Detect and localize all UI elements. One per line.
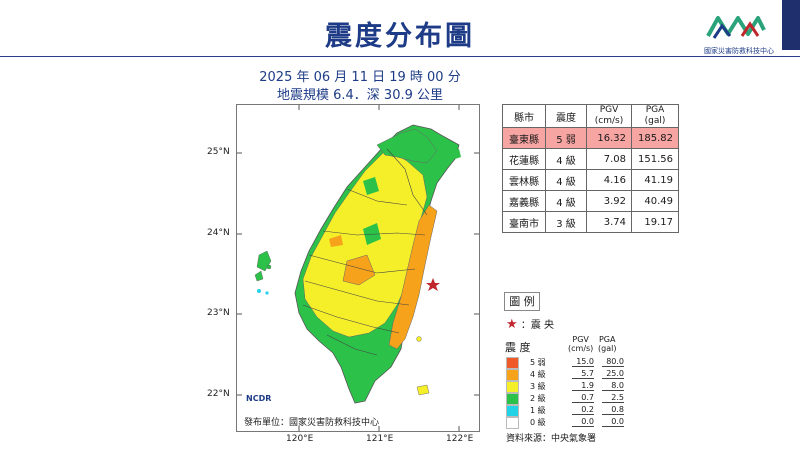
legend-epicenter: ★ ：震 央 [506, 316, 554, 332]
table-row: 花蓮縣 4 級 7.08 151.56 [502, 148, 679, 170]
table-cell-pga: 40.49 [631, 190, 679, 212]
legend-epicenter-label: ：震 央 [520, 320, 555, 331]
table-cell-pga: 41.19 [631, 169, 679, 191]
table-cell-intensity: 5 弱 [545, 127, 587, 149]
legend-pga: 0.8 [602, 405, 624, 415]
table-cell-intensity: 4 級 [545, 169, 587, 191]
legend-level: 3 級 [530, 382, 546, 391]
table-cell-pgv: 4.16 [586, 169, 632, 191]
legend-col-pga: PGA (gal) [598, 335, 617, 353]
legend-pga: 25.0 [602, 369, 624, 379]
intensity-map: 25°N 24°N 23°N 22°N 120°E 121°E 122°E [207, 104, 480, 444]
event-datetime: 2025 年 06 月 11 日 19 時 00 分 [259, 70, 461, 85]
table-cell-county: 花蓮縣 [502, 148, 546, 170]
table-cell-county: 雲林縣 [502, 169, 546, 191]
header-divider [0, 56, 800, 57]
epicenter-star-icon [426, 278, 440, 291]
legend-col-intensity: 震 度 [505, 341, 531, 354]
legend-pga: 80.0 [602, 357, 624, 367]
table-cell-pga: 151.56 [631, 148, 679, 170]
legend-swatch [506, 369, 519, 381]
table-cell-intensity: 3 級 [545, 211, 587, 233]
col-county: 縣市 [502, 104, 546, 128]
event-magnitude-depth: 地震規模 6.4．深 30.9 公里 [276, 88, 444, 103]
legend-level: 5 弱 [530, 358, 546, 367]
table-cell-pgv: 16.32 [586, 127, 632, 149]
legend-level: 0 級 [530, 418, 546, 427]
legend-pgv: 5.7 [572, 369, 594, 379]
table-cell-intensity: 4 級 [545, 190, 587, 212]
table-cell-pga: 185.82 [631, 127, 679, 149]
header: 震度分布圖 國家災害防救科技中心 [0, 0, 800, 56]
data-source: 資料來源：中央氣象署 [506, 434, 597, 444]
legend-pgv: 1.9 [572, 381, 594, 391]
lon-tick-120: 120°E [286, 434, 314, 444]
legend-pgv: 0.7 [572, 393, 594, 403]
legend-row: 4 級 5.7 25.0 [506, 369, 636, 381]
table-header-row: 縣市 震度 PGV (cm/s) PGA (gal) [502, 104, 679, 128]
page-title: 震度分布圖 [325, 21, 475, 52]
table-row: 雲林縣 4 級 4.16 41.19 [502, 169, 679, 191]
legend-pgv: 0.0 [572, 417, 594, 427]
table-row: 臺南市 3 級 3.74 19.17 [502, 211, 679, 233]
header-accent-bar [782, 0, 800, 50]
intensity-zone-4 [388, 204, 438, 350]
lat-tick-25: 25°N [207, 147, 230, 157]
legend-pga: 2.5 [602, 393, 624, 403]
legend-level: 1 級 [530, 406, 546, 415]
legend-row: 1 級 0.2 0.8 [506, 405, 636, 417]
legend-swatch [506, 393, 519, 405]
legend-col-pgv: PGV (cm/s) [568, 335, 594, 353]
taiwan-map-svg [237, 105, 479, 431]
legend-swatch [506, 405, 519, 417]
legend-pga: 8.0 [602, 381, 624, 391]
legend-row: 5 弱 15.0 80.0 [506, 357, 636, 369]
legend-pgv: 0.2 [572, 405, 594, 415]
legend-swatch [506, 357, 519, 369]
legend-title: 圖 例 [504, 292, 540, 311]
county-intensity-table: 縣市 震度 PGV (cm/s) PGA (gal) 臺東縣 5 弱 16.32 18… [502, 104, 679, 233]
legend-row: 2 級 0.7 2.5 [506, 393, 636, 405]
legend-row: 0 級 0.0 0.0 [506, 417, 636, 429]
table-cell-county: 臺東縣 [502, 127, 546, 149]
col-pga: PGA (gal) [631, 104, 679, 128]
lat-tick-24: 24°N [207, 228, 230, 238]
lon-tick-121: 121°E [366, 434, 394, 444]
table-cell-pgv: 7.08 [586, 148, 632, 170]
lon-tick-122: 122°E [446, 434, 474, 444]
lat-tick-22: 22°N [207, 389, 230, 399]
legend-swatch [506, 381, 519, 393]
legend-swatch [506, 417, 519, 429]
table-cell-pgv: 3.92 [586, 190, 632, 212]
org-name: 國家災害防救科技中心 [704, 47, 774, 55]
legend-row: 3 級 1.9 8.0 [506, 381, 636, 393]
legend-level: 4 級 [530, 370, 546, 379]
col-intensity: 震度 [545, 104, 587, 128]
table-cell-pgv: 3.74 [586, 211, 632, 233]
epicenter-star-icon: ★ [506, 317, 518, 332]
table-cell-county: 嘉義縣 [502, 190, 546, 212]
table-row: 臺東縣 5 弱 16.32 185.82 [502, 127, 679, 149]
intensity-zone-3 [302, 148, 428, 338]
table-row: 嘉義縣 4 級 3.92 40.49 [502, 190, 679, 212]
legend-level: 2 級 [530, 394, 546, 403]
lat-tick-23: 23°N [207, 308, 230, 318]
legend-pgv: 15.0 [572, 357, 594, 367]
publisher-logo: NCDR [246, 394, 272, 403]
ncdr-logo [706, 12, 784, 46]
table-cell-intensity: 4 級 [545, 148, 587, 170]
table-cell-pga: 19.17 [631, 211, 679, 233]
legend-pga: 0.0 [602, 417, 624, 427]
table-cell-county: 臺南市 [502, 211, 546, 233]
col-pgv: PGV (cm/s) [586, 104, 632, 128]
publisher-label: 發布單位：國家災害防救科技中心 [244, 418, 380, 428]
